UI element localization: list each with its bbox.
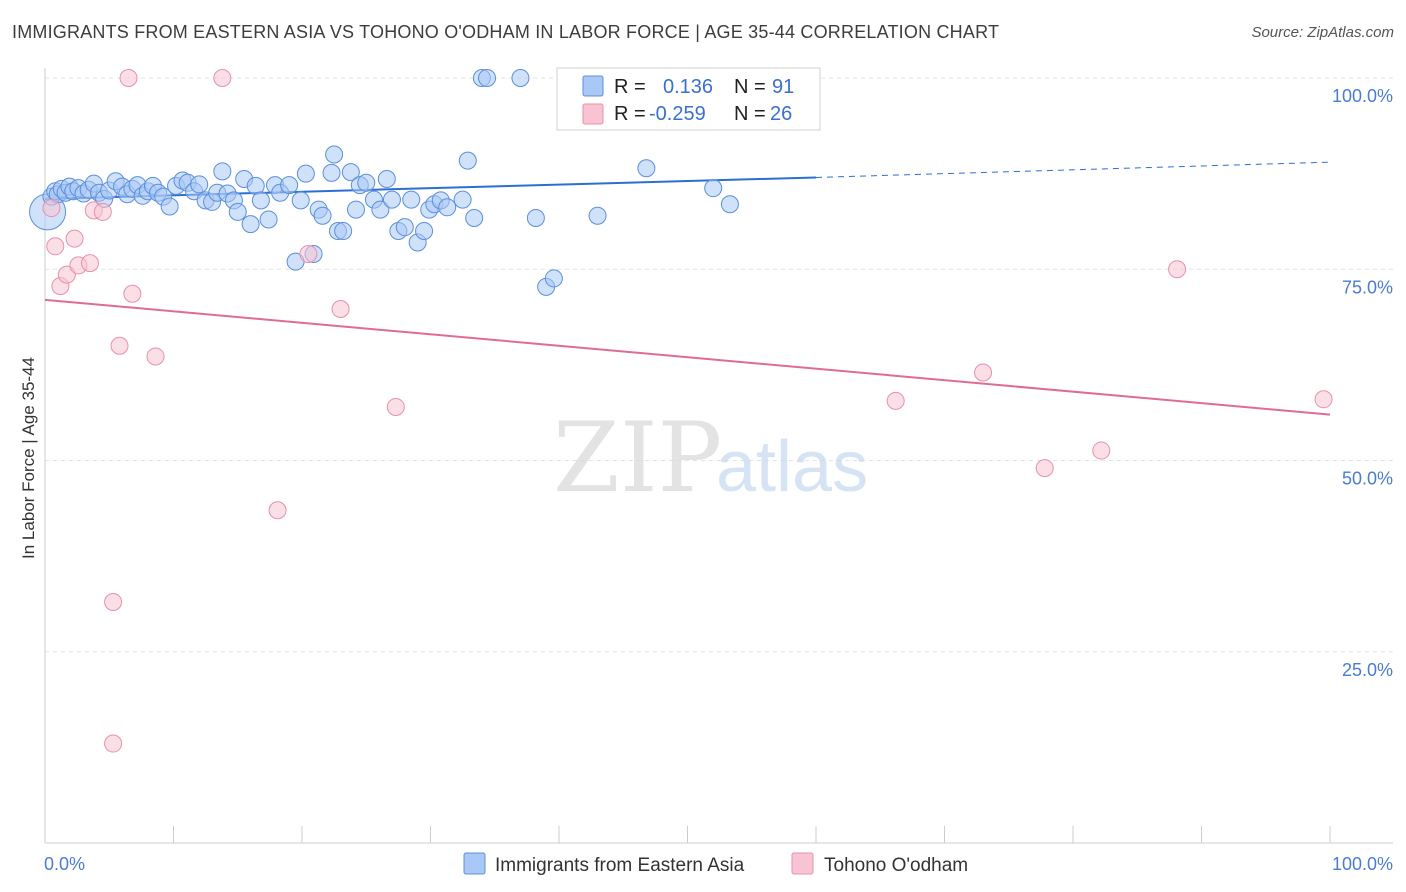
y-tick-label-1: 50.0% — [1342, 469, 1393, 489]
source-label: Source: ZipAtlas.com — [1251, 24, 1394, 41]
stats-r-value-2: -0.259 — [649, 103, 706, 125]
eastern-asia-point-39 — [241, 215, 260, 234]
legend-label-tohono: Tohono O'odham — [824, 855, 968, 876]
eastern-asia-point-59 — [357, 173, 376, 192]
eastern-asia-point-30 — [190, 175, 209, 194]
tohono-point-16 — [268, 501, 287, 520]
tohono-point-20 — [886, 391, 905, 410]
axes — [44, 68, 1393, 844]
eastern-asia-point-72 — [438, 198, 457, 217]
eastern-asia-point-53 — [325, 145, 344, 164]
eastern-asia-point-85 — [704, 179, 723, 198]
eastern-asia-point-42 — [259, 210, 278, 229]
tohono-point-12 — [119, 69, 138, 87]
stats-legend-swatch-blue — [582, 75, 604, 97]
x-tick-label-0: 0.0% — [44, 854, 85, 874]
stats-n-value-1: 91 — [772, 76, 794, 98]
eastern-asia-point-55 — [334, 222, 353, 240]
watermark-zip: ZIP — [553, 402, 722, 514]
watermark-atlas: atlas — [716, 427, 868, 507]
eastern-asia-point-78 — [511, 69, 530, 87]
trend-line-tohono — [44, 298, 1331, 416]
tohono-point-18 — [331, 300, 350, 319]
eastern-asia-point-73 — [453, 190, 472, 209]
eastern-asia-point-47 — [291, 191, 310, 210]
eastern-asia-point-75 — [465, 208, 484, 227]
eastern-asia-point-25 — [160, 197, 179, 216]
stats-legend: R = 0.136 N = 91 R = -0.259 N = 26 — [556, 67, 821, 131]
stats-r-label-2: R = — [614, 103, 646, 125]
eastern-asia-point-57 — [346, 200, 365, 219]
tohono-point-22 — [1035, 459, 1054, 478]
eastern-asia-point-45 — [280, 176, 299, 195]
trend-line-eastern-asia — [44, 176, 817, 200]
trend-lines — [44, 161, 1331, 416]
legend-swatch-tohono — [791, 852, 814, 875]
trend-line-eastern-asia-projection — [815, 161, 1331, 178]
eastern-asia-point-41 — [251, 191, 270, 210]
y-axis-label: In Labor Force | Age 35-44 — [19, 357, 38, 559]
eastern-asia-point-74 — [458, 151, 477, 170]
eastern-asia-point-79 — [526, 208, 545, 227]
y-tick-labels: 25.0% 50.0% 75.0% 100.0% — [1332, 86, 1393, 680]
x-tick-label-1: 100.0% — [1332, 854, 1393, 874]
stats-r-label-1: R = — [614, 76, 646, 98]
eastern-asia-point-86 — [720, 195, 739, 214]
chart-title: IMMIGRANTS FROM EASTERN ASIA VS TOHONO O… — [12, 22, 1000, 42]
eastern-asia-point-77 — [478, 69, 497, 87]
eastern-asia-point-37 — [228, 202, 247, 221]
stats-n-label-2: N = — [734, 103, 766, 125]
eastern-asia-point-82 — [588, 206, 607, 225]
eastern-asia-point-51 — [313, 206, 332, 225]
stats-n-label-1: N = — [734, 76, 766, 98]
y-tick-label-2: 75.0% — [1342, 277, 1393, 297]
tohono-point-9 — [104, 593, 123, 612]
tohono-point-15 — [213, 69, 232, 87]
legend-swatch-eastern-asia — [463, 852, 486, 875]
eastern-asia-point-48 — [296, 164, 315, 183]
x-tick-labels: 0.0% 100.0% — [44, 854, 1393, 874]
tohono-point-10 — [104, 734, 123, 753]
eastern-asia-point-62 — [377, 169, 396, 188]
y-tick-label-0: 25.0% — [1342, 660, 1393, 680]
stats-n-value-2: 26 — [770, 103, 792, 125]
tohono-point-4 — [65, 229, 84, 248]
legend-label-eastern-asia: Immigrants from Eastern Asia — [495, 855, 745, 876]
tohono-point-6 — [80, 254, 99, 273]
eastern-asia-point-65 — [395, 218, 414, 237]
grid-lines — [45, 77, 1393, 653]
bottom-legend: Immigrants from Eastern Asia Tohono O'od… — [463, 852, 968, 876]
eastern-asia-point-56 — [341, 163, 360, 182]
tohono-point-19 — [386, 397, 405, 416]
eastern-asia-point-83 — [637, 159, 656, 178]
eastern-asia-point-61 — [371, 200, 390, 219]
tohono-point-13 — [123, 284, 142, 303]
tohono-point-23 — [1092, 441, 1111, 460]
tohono-point-17 — [299, 244, 318, 263]
tohono-point-1 — [46, 237, 65, 256]
stats-legend-swatch-pink — [582, 103, 604, 125]
eastern-asia-point-66 — [402, 190, 421, 209]
watermark: ZIP atlas — [553, 402, 868, 514]
eastern-asia-point-52 — [322, 163, 341, 182]
tohono-point-25 — [1314, 390, 1333, 409]
tohono-point-14 — [146, 347, 165, 366]
tohono-point-0 — [42, 199, 61, 218]
tohono-point-24 — [1168, 260, 1187, 279]
tohono-point-8 — [93, 202, 112, 221]
data-points — [29, 69, 1333, 753]
tohono-point-11 — [110, 336, 129, 355]
eastern-asia-point-68 — [415, 222, 434, 240]
y-tick-label-3: 100.0% — [1332, 86, 1393, 106]
stats-r-value-1: 0.136 — [663, 76, 713, 98]
eastern-asia-point-81 — [544, 269, 563, 288]
tohono-point-21 — [974, 363, 993, 382]
eastern-asia-point-63 — [382, 190, 401, 209]
eastern-asia-point-34 — [213, 162, 232, 181]
